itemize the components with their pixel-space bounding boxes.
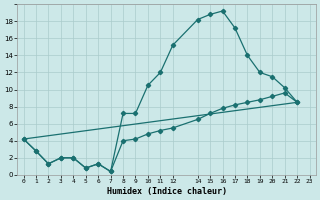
X-axis label: Humidex (Indice chaleur): Humidex (Indice chaleur) bbox=[107, 187, 227, 196]
